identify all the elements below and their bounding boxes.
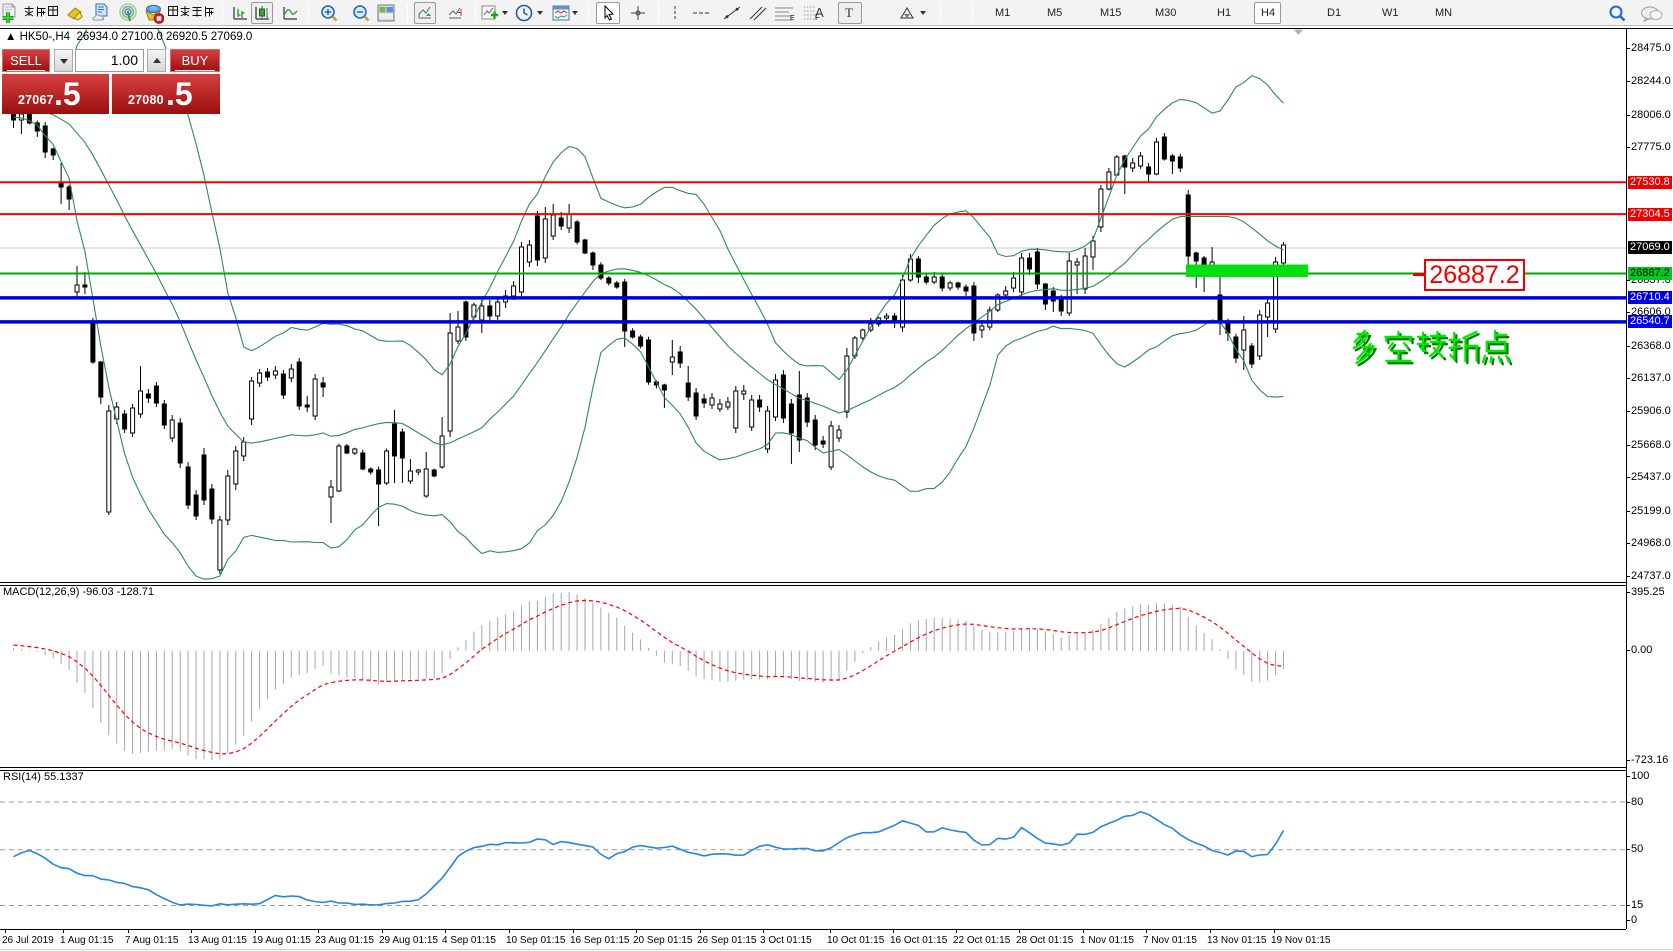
svg-text:F: F (815, 13, 820, 21)
svg-text:E: E (790, 15, 795, 21)
